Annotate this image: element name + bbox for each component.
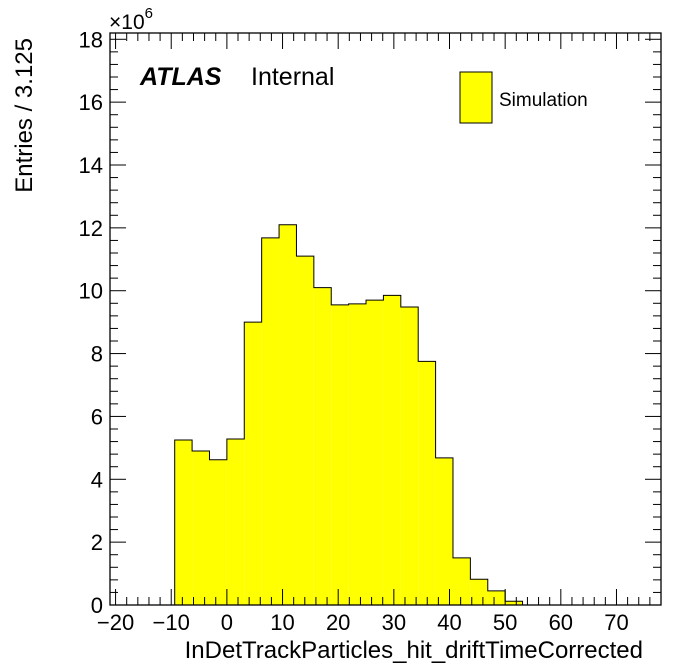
x-tick-labels: −20 −10 0 10 20 30 40 50 60 70 (97, 610, 629, 635)
x-tick-label: 20 (326, 610, 350, 635)
y-tick-label: 4 (91, 467, 103, 492)
x-tick-label: 70 (604, 610, 628, 635)
x-tick-label: 10 (270, 610, 294, 635)
x-tick-label: −10 (153, 610, 190, 635)
y-multiplier-exponent: 6 (145, 5, 153, 22)
plot-frame (109, 32, 662, 606)
histogram-bar (174, 440, 193, 605)
y-tick-label: 12 (79, 216, 103, 241)
histogram-bar (470, 579, 488, 605)
y-tick-labels: 0 2 4 6 8 10 12 14 16 18 (79, 27, 103, 618)
y-multiplier: ×106 (109, 5, 153, 34)
histogram-bar (418, 361, 436, 605)
y-multiplier-base: ×10 (109, 11, 145, 34)
histogram-bar (366, 300, 384, 605)
x-tick-label: 30 (382, 610, 406, 635)
x-tick-label: 50 (493, 610, 517, 635)
histogram-bar (279, 224, 297, 605)
histogram-bar (435, 457, 453, 605)
y-tick-label: 0 (91, 593, 103, 618)
histogram-bar (383, 295, 401, 605)
histogram-bar (505, 601, 523, 605)
histogram-bar (226, 439, 245, 605)
histogram-bar (487, 590, 506, 605)
legend-label-simulation: Simulation (499, 90, 588, 111)
histogram-bar (296, 256, 314, 605)
histogram-bar (244, 322, 262, 605)
x-tick-label: 0 (221, 610, 233, 635)
y-tick-label: 14 (79, 153, 103, 178)
histogram-bar (400, 307, 419, 605)
legend-swatch-simulation (459, 71, 493, 124)
x-tick-label: −20 (97, 610, 134, 635)
x-axis-title: InDetTrackParticles_hit_driftTimeCorrect… (185, 637, 643, 664)
internal-label: Internal (251, 63, 334, 91)
y-axis-title: Entries / 3.125 (11, 38, 38, 193)
y-tick-label: 16 (79, 90, 103, 115)
histogram-bars (174, 224, 524, 605)
histogram-bar (452, 557, 471, 605)
axis-ticks (110, 33, 662, 606)
histogram-bar (331, 304, 349, 605)
y-tick-label: 6 (91, 404, 103, 429)
histogram-bar (192, 451, 210, 605)
y-tick-label: 10 (79, 279, 103, 304)
histogram-bar (348, 303, 367, 605)
y-tick-label: 8 (91, 342, 103, 367)
y-tick-label: 18 (79, 27, 103, 52)
y-tick-label: 2 (91, 530, 103, 555)
histogram-bar (313, 287, 332, 605)
x-tick-label: 60 (549, 610, 573, 635)
atlas-label: ATLAS (139, 63, 222, 91)
histogram-bar (209, 459, 227, 605)
x-tick-label: 40 (437, 610, 461, 635)
histogram-bar (261, 237, 280, 605)
histogram-outline (174, 224, 524, 605)
